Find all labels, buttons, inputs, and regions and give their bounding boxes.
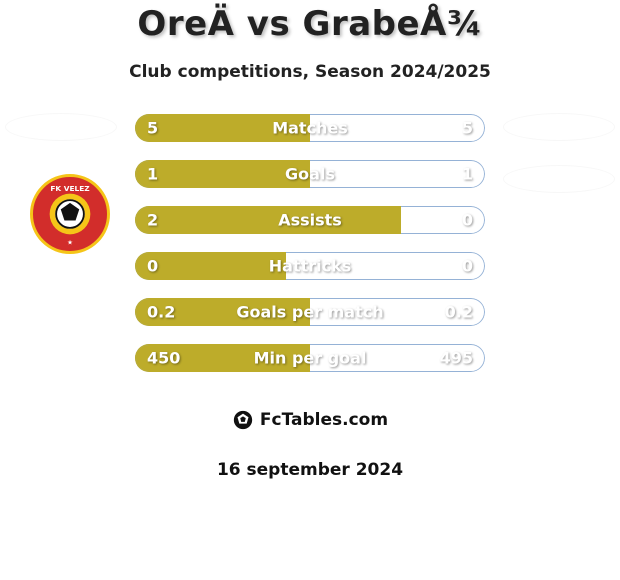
stat-right-value: 5 [462,119,473,138]
stat-row: 5 5 Matches [135,114,485,142]
stat-left-value: 2 [147,211,158,230]
stat-right-value: 0 [462,257,473,276]
stat-row: 0 0 Hattricks [135,252,485,280]
stat-label: Hattricks [269,257,352,276]
chart-area: FK VELEZ ★ 5 5 Matches 1 1 Goals 2 0 Assists 0 0 Ha… [0,114,620,390]
page-subtitle: Club competitions, Season 2024/2025 [129,62,491,82]
team-left-badge-velez: FK VELEZ ★ [20,164,120,264]
svg-text:★: ★ [67,239,73,247]
stat-label: Min per goal [254,349,367,368]
stat-right-value: 0.2 [445,303,473,322]
stat-left-value: 0 [147,257,158,276]
team-left-ellipse [6,114,116,140]
stat-row: 450 495 Min per goal [135,344,485,372]
soccer-ball-icon [232,409,254,431]
stat-label: Goals per match [236,303,383,322]
stat-row: 2 0 Assists [135,206,485,234]
stat-left-value: 1 [147,165,158,184]
stat-right-value: 1 [462,165,473,184]
team-right-ellipse-bottom [504,166,614,192]
date-text: 16 september 2024 [217,460,403,480]
team-right-ellipse-top [504,114,614,140]
stat-label: Goals [285,165,335,184]
stat-right-value: 0 [462,211,473,230]
stat-left-value: 5 [147,119,158,138]
stat-left-value: 450 [147,349,180,368]
velez-crest-icon: FK VELEZ ★ [33,174,107,254]
svg-text:FK VELEZ: FK VELEZ [50,184,90,193]
credit-box: FcTables.com [205,396,415,444]
stat-left-value: 0.2 [147,303,175,322]
stat-right-value: 495 [440,349,473,368]
page-title: OreÄ vs GrabeÅ¾ [137,4,482,44]
stat-row: 0.2 0.2 Goals per match [135,298,485,326]
stat-bar-left [135,206,401,234]
stat-bar-left [135,160,310,188]
credit-text: FcTables.com [260,410,388,430]
stat-label: Assists [278,211,342,230]
comparison-infographic: OreÄ vs GrabeÅ¾ Club competitions, Seaso… [0,0,620,580]
stat-label: Matches [272,119,348,138]
stat-row: 1 1 Goals [135,160,485,188]
